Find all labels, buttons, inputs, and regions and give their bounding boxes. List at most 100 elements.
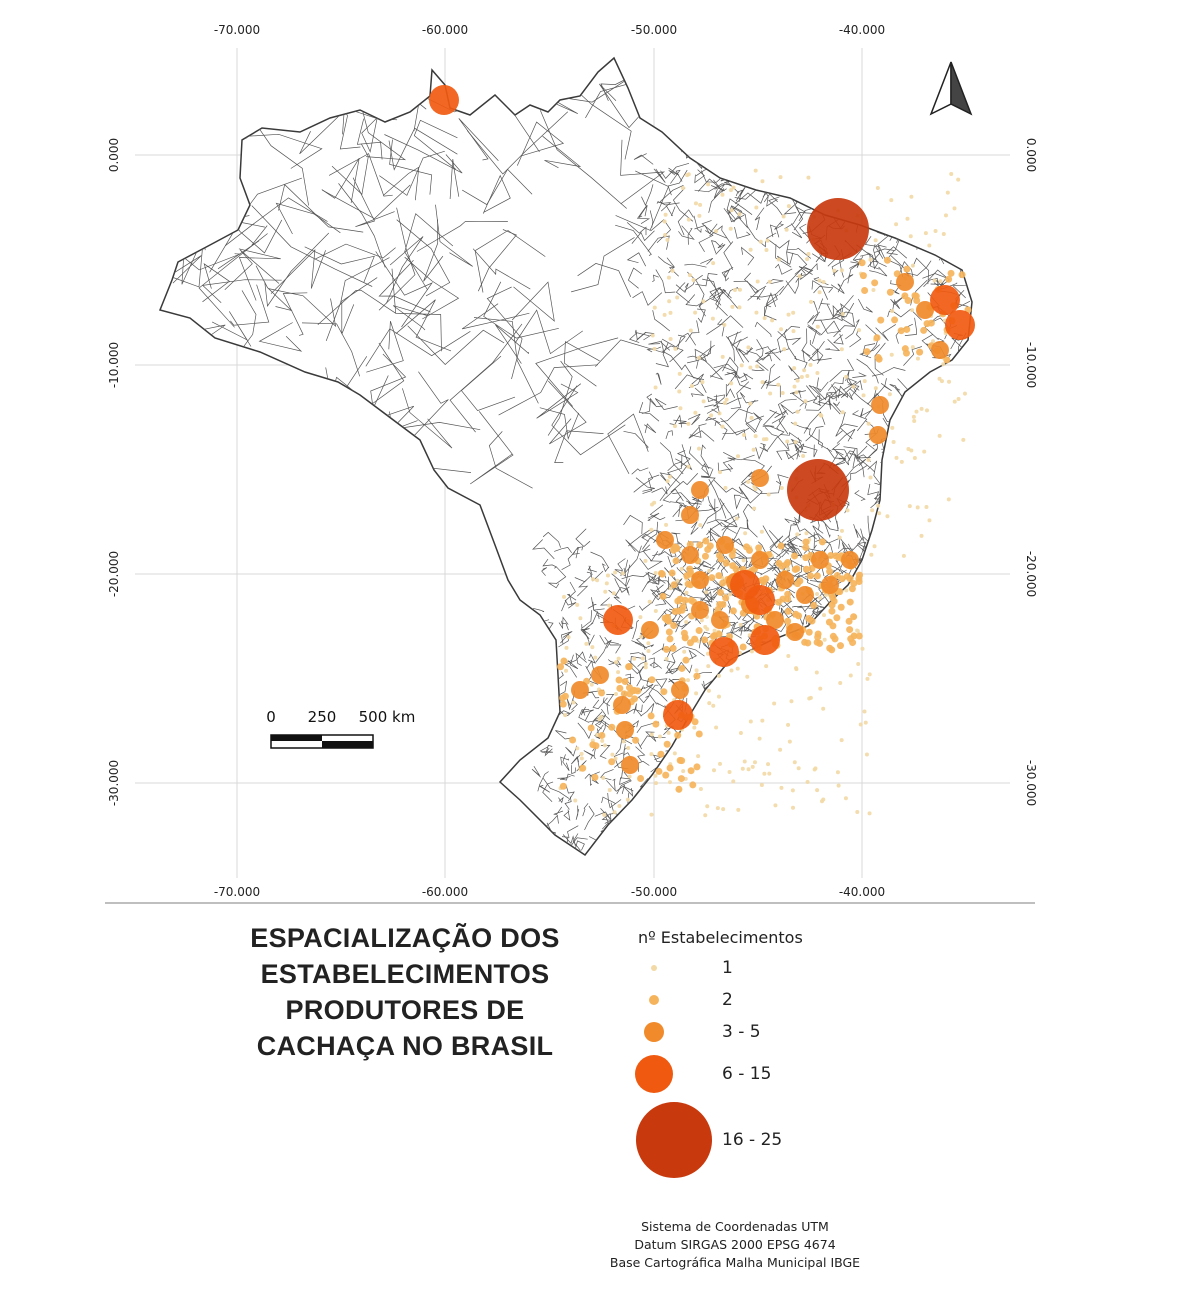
establishment-symbol xyxy=(590,645,595,650)
municipal-boundary xyxy=(642,544,659,562)
establishment-symbol xyxy=(856,662,861,667)
municipal-boundary xyxy=(657,609,677,621)
municipal-boundary xyxy=(723,241,734,271)
establishment-symbol xyxy=(877,511,882,516)
establishment-symbol xyxy=(764,437,769,442)
establishment-symbol xyxy=(696,355,701,360)
establishment-symbol xyxy=(875,355,883,363)
municipal-boundary xyxy=(777,398,797,416)
municipal-boundary xyxy=(827,377,844,391)
establishment-symbol xyxy=(845,617,853,625)
establishment-symbol xyxy=(750,625,780,655)
municipal-boundary xyxy=(675,661,693,674)
establishment-symbol xyxy=(671,681,689,699)
municipal-boundary xyxy=(794,444,800,460)
establishment-symbol xyxy=(707,701,712,706)
establishment-symbol xyxy=(704,546,712,554)
municipal-boundary xyxy=(873,489,885,505)
municipal-boundary xyxy=(561,551,576,571)
municipal-boundary xyxy=(717,829,733,852)
municipal-boundary xyxy=(537,771,549,792)
establishment-symbol xyxy=(604,581,609,586)
municipal-boundary xyxy=(722,134,745,165)
establishment-symbol xyxy=(797,274,802,279)
municipal-boundary xyxy=(196,97,232,164)
establishment-symbol xyxy=(762,575,770,583)
municipal-boundary xyxy=(532,607,545,613)
municipal-boundary xyxy=(661,334,686,348)
municipal-boundary xyxy=(561,846,573,855)
establishment-symbol xyxy=(737,212,742,217)
legend-symbol-16-25 xyxy=(636,1102,712,1178)
establishment-symbol xyxy=(686,217,691,222)
municipal-boundary xyxy=(836,303,851,313)
municipal-boundary xyxy=(672,504,684,518)
establishment-symbol xyxy=(802,538,810,546)
municipal-boundary xyxy=(721,758,732,766)
establishment-symbol xyxy=(639,634,644,639)
municipal-boundary xyxy=(903,491,918,506)
establishment-symbol xyxy=(613,696,631,714)
municipal-boundary xyxy=(698,764,708,776)
municipal-boundary xyxy=(735,336,748,363)
establishment-symbol xyxy=(776,382,781,387)
establishment-symbol xyxy=(716,694,721,699)
municipal-boundary xyxy=(962,475,972,490)
establishment-symbol xyxy=(807,198,869,260)
municipal-boundary xyxy=(937,153,948,166)
establishment-symbol xyxy=(703,813,708,818)
municipal-boundary xyxy=(224,249,280,290)
municipal-boundary xyxy=(681,646,705,657)
municipal-boundary xyxy=(606,693,615,715)
municipal-boundary xyxy=(776,664,788,672)
establishment-symbol xyxy=(759,529,764,534)
establishment-symbol xyxy=(694,668,699,673)
establishment-symbol xyxy=(781,214,786,219)
municipal-boundary xyxy=(753,412,763,432)
municipal-boundary xyxy=(614,567,627,578)
municipal-boundary xyxy=(834,717,839,726)
municipal-boundary xyxy=(756,163,773,186)
establishment-symbol xyxy=(757,736,762,741)
municipal-boundary xyxy=(483,281,559,339)
establishment-symbol xyxy=(844,374,849,379)
municipal-boundary xyxy=(774,220,785,230)
establishment-symbol xyxy=(667,299,672,304)
municipal-boundary xyxy=(829,358,855,383)
establishment-symbol xyxy=(885,514,890,519)
municipal-boundary xyxy=(881,177,898,206)
municipal-boundary xyxy=(808,340,825,362)
municipal-boundary xyxy=(780,694,789,707)
municipal-boundary xyxy=(658,548,673,558)
municipal-boundary xyxy=(850,465,868,481)
municipal-boundary xyxy=(592,608,605,617)
establishment-symbol xyxy=(901,553,906,558)
municipal-boundary xyxy=(926,210,947,222)
establishment-symbol xyxy=(770,318,775,323)
municipal-boundary xyxy=(407,325,505,365)
municipal-boundary xyxy=(590,551,610,569)
establishment-symbol xyxy=(829,622,837,630)
municipal-boundary xyxy=(435,204,473,267)
municipal-boundary xyxy=(958,514,970,536)
municipal-boundary xyxy=(862,147,877,168)
establishment-symbol xyxy=(717,411,722,416)
establishment-symbol xyxy=(602,743,607,748)
municipal-boundary xyxy=(691,793,703,808)
municipal-boundary xyxy=(615,737,633,755)
establishment-symbol xyxy=(764,664,769,669)
establishment-symbol xyxy=(787,459,849,521)
municipal-boundary xyxy=(617,828,626,847)
legend-symbol-2 xyxy=(649,995,659,1005)
establishment-symbol xyxy=(793,565,801,573)
establishment-symbol xyxy=(758,239,763,244)
establishment-symbol xyxy=(675,295,680,300)
municipal-boundary xyxy=(961,342,972,353)
municipal-boundary xyxy=(255,265,293,312)
municipal-boundary xyxy=(352,428,389,456)
establishment-symbol xyxy=(875,186,880,191)
establishment-symbol xyxy=(698,787,703,792)
municipal-boundary xyxy=(841,771,853,777)
establishment-symbol xyxy=(910,308,915,313)
